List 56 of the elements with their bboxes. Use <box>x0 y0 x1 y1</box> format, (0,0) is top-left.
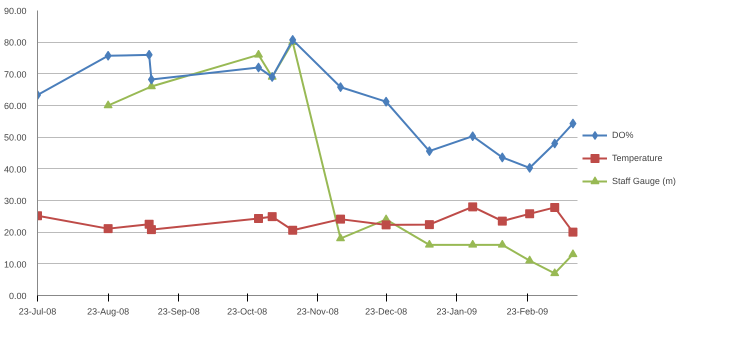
point <box>382 96 390 107</box>
y-tick-label: 70.00 <box>4 69 27 80</box>
point <box>104 50 112 61</box>
x-tick-label: 23-Sep-08 <box>158 306 200 316</box>
y-tick-label: 60.00 <box>4 101 27 111</box>
y-tick-label: 10.00 <box>4 259 27 270</box>
x-tick-label: 23-Oct-08 <box>227 306 268 316</box>
point <box>426 146 433 156</box>
point <box>382 220 391 230</box>
x-tick-label: 23-Jan-09 <box>436 306 478 316</box>
y-tick-label: 30.00 <box>4 196 27 206</box>
point <box>569 118 576 129</box>
point <box>255 62 262 72</box>
x-tick-label: 23-Aug-08 <box>87 306 130 316</box>
x-tick-label: 23-Nov-08 <box>296 306 339 316</box>
point <box>268 212 277 222</box>
point <box>146 225 156 234</box>
point <box>424 240 434 248</box>
x-tick-label: 23-Dec-08 <box>365 306 408 316</box>
y-tick-label: 40.00 <box>4 164 27 174</box>
point <box>469 131 476 142</box>
y-tick-label: 50.00 <box>4 132 27 143</box>
point <box>568 228 578 237</box>
point <box>525 256 534 264</box>
legend-label: DO% <box>612 130 634 140</box>
point <box>498 216 507 226</box>
point <box>424 220 434 230</box>
point <box>336 214 346 224</box>
legend-label: Staff Gauge (m) <box>612 176 676 186</box>
point <box>550 202 560 212</box>
point <box>104 100 113 108</box>
y-tick-label: 20.00 <box>4 228 27 238</box>
point <box>550 268 560 276</box>
x-tick-label: 23-Feb-09 <box>506 306 548 316</box>
point <box>568 249 578 258</box>
point <box>289 34 296 45</box>
point <box>498 240 507 248</box>
point <box>288 226 298 235</box>
legend-label: Temperature <box>612 153 663 163</box>
point <box>498 152 506 162</box>
point <box>254 214 264 224</box>
y-tick-label: 90.00 <box>4 6 27 16</box>
point <box>254 50 264 58</box>
x-tick-label: 23-Jul-08 <box>18 306 56 316</box>
point <box>336 233 346 242</box>
point <box>525 209 534 218</box>
point <box>468 240 478 248</box>
point <box>551 138 558 148</box>
point <box>468 202 478 212</box>
y-tick-label: 0.00 <box>8 291 27 301</box>
point <box>148 74 155 85</box>
y-tick-label: 80.00 <box>4 38 27 48</box>
point <box>337 82 344 92</box>
point <box>104 224 113 234</box>
point <box>526 162 534 173</box>
point <box>146 50 153 60</box>
